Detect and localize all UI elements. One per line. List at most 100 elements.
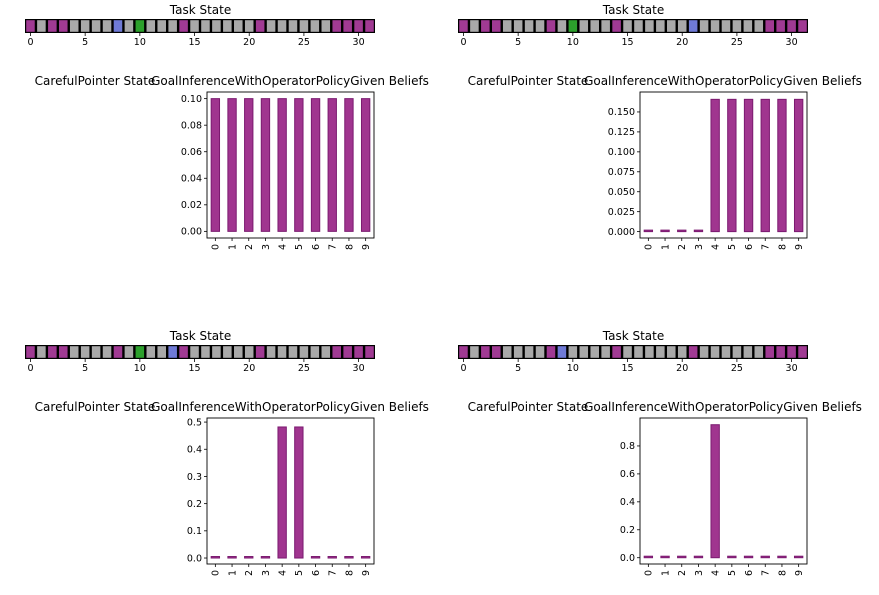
task-cell-15 bbox=[623, 20, 632, 32]
task-cell-15 bbox=[623, 346, 632, 358]
y-tick-label: 0.8 bbox=[620, 441, 635, 452]
task-cell-27 bbox=[754, 20, 764, 32]
x-tick-label: 3 bbox=[694, 244, 705, 250]
y-tick-label: 0.100 bbox=[608, 147, 635, 158]
task-cell-10 bbox=[568, 20, 578, 32]
task-cell-24 bbox=[288, 20, 298, 32]
task-cell-8 bbox=[113, 20, 123, 32]
belief-bar-9 bbox=[360, 556, 371, 559]
task-cell-24 bbox=[721, 20, 731, 32]
task-cell-12 bbox=[590, 346, 599, 358]
task-cell-2 bbox=[48, 20, 57, 32]
task-tick-label: 10 bbox=[134, 363, 146, 374]
task-cell-12 bbox=[157, 346, 166, 358]
task-cell-11 bbox=[146, 346, 156, 358]
x-tick-label: 0 bbox=[211, 570, 222, 576]
x-tick-label: 6 bbox=[744, 244, 755, 250]
task-cell-25 bbox=[299, 20, 309, 32]
belief-bar-5 bbox=[727, 555, 737, 559]
x-tick-label: 8 bbox=[344, 570, 355, 576]
task-cell-18 bbox=[656, 20, 665, 32]
task-cell-0 bbox=[459, 20, 468, 32]
task-cell-16 bbox=[201, 20, 210, 32]
belief-bar-9 bbox=[793, 555, 804, 559]
task-cell-14 bbox=[612, 346, 621, 358]
x-tick-label: 3 bbox=[694, 570, 705, 576]
task-cell-9 bbox=[557, 346, 567, 358]
task-cell-24 bbox=[288, 346, 298, 358]
task-cell-30 bbox=[787, 346, 796, 358]
beliefs-title: GoalInferenceWithOperatorPolicyGiven Bel… bbox=[584, 74, 862, 88]
task-cell-13 bbox=[168, 346, 177, 358]
belief-bar-7 bbox=[327, 556, 337, 559]
x-tick-label: 2 bbox=[244, 244, 255, 250]
belief-bar-4 bbox=[277, 426, 287, 559]
task-cell-23 bbox=[710, 346, 720, 358]
task-cell-4 bbox=[69, 20, 79, 32]
task-tick-label: 5 bbox=[515, 363, 521, 374]
task-cell-10 bbox=[568, 346, 578, 358]
task-tick-label: 25 bbox=[731, 37, 743, 48]
task-cell-0 bbox=[459, 346, 468, 358]
task-cell-26 bbox=[743, 20, 753, 32]
task-cell-19 bbox=[234, 346, 243, 358]
task-cell-28 bbox=[332, 20, 341, 32]
task-tick-label: 0 bbox=[27, 37, 33, 48]
task-cell-2 bbox=[481, 346, 490, 358]
task-tick-label: 30 bbox=[786, 37, 798, 48]
task-cell-23 bbox=[277, 346, 287, 358]
task-tick-label: 20 bbox=[676, 363, 688, 374]
task-cell-12 bbox=[157, 20, 166, 32]
y-tick-label: 0.02 bbox=[181, 200, 202, 211]
pointer-state-title: CarefulPointer State bbox=[35, 74, 156, 88]
x-tick-label: 8 bbox=[344, 244, 355, 250]
task-cell-17 bbox=[212, 20, 221, 32]
task-cell-3 bbox=[59, 20, 68, 32]
task-cell-11 bbox=[579, 20, 589, 32]
task-cell-18 bbox=[223, 346, 232, 358]
belief-bar-4 bbox=[277, 98, 287, 232]
task-state-title: Task State bbox=[169, 3, 231, 17]
task-cell-5 bbox=[80, 20, 90, 32]
x-tick-label: 2 bbox=[244, 570, 255, 576]
task-cell-27 bbox=[321, 20, 331, 32]
y-tick-label: 0.4 bbox=[620, 497, 635, 508]
x-tick-label: 7 bbox=[761, 570, 772, 576]
x-tick-label: 0 bbox=[644, 244, 655, 250]
task-cell-21 bbox=[688, 346, 698, 358]
task-cell-5 bbox=[513, 20, 523, 32]
task-cell-23 bbox=[277, 20, 287, 32]
belief-bar-8 bbox=[777, 98, 787, 233]
task-cell-22 bbox=[266, 346, 276, 358]
belief-bar-4 bbox=[710, 424, 720, 559]
task-cell-22 bbox=[266, 20, 276, 32]
x-tick-label: 3 bbox=[261, 244, 272, 250]
task-cell-16 bbox=[201, 346, 210, 358]
task-cell-9 bbox=[124, 346, 134, 358]
x-tick-label: 3 bbox=[261, 570, 272, 576]
belief-bar-5 bbox=[294, 98, 304, 232]
task-cell-5 bbox=[513, 346, 523, 358]
task-cell-3 bbox=[59, 346, 68, 358]
task-tick-label: 5 bbox=[82, 363, 88, 374]
task-cell-16 bbox=[634, 346, 643, 358]
x-tick-label: 0 bbox=[644, 570, 655, 576]
task-tick-label: 30 bbox=[353, 37, 365, 48]
x-tick-label: 8 bbox=[777, 244, 788, 250]
x-tick-label: 6 bbox=[311, 570, 322, 576]
task-cell-0 bbox=[26, 346, 35, 358]
task-cell-4 bbox=[502, 20, 512, 32]
y-tick-label: 0.2 bbox=[620, 525, 635, 536]
task-state-title: Task State bbox=[602, 329, 664, 343]
task-tick-label: 15 bbox=[621, 37, 633, 48]
belief-bar-3 bbox=[693, 555, 704, 559]
x-tick-label: 8 bbox=[777, 570, 788, 576]
belief-bar-1 bbox=[227, 98, 237, 232]
task-cell-4 bbox=[69, 346, 79, 358]
task-cell-2 bbox=[481, 20, 490, 32]
task-tick-label: 10 bbox=[567, 363, 579, 374]
task-tick-label: 15 bbox=[188, 37, 200, 48]
x-tick-label: 2 bbox=[677, 244, 688, 250]
